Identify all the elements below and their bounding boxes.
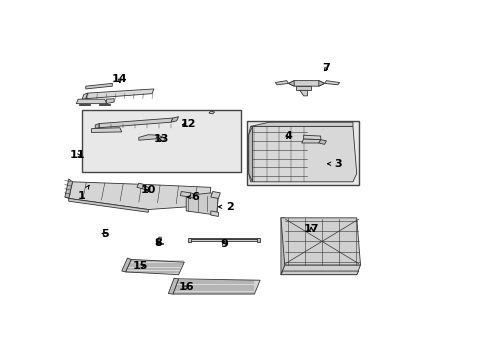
Polygon shape	[248, 126, 252, 182]
Polygon shape	[122, 258, 131, 272]
Polygon shape	[208, 111, 214, 114]
Polygon shape	[324, 81, 339, 85]
Text: 4: 4	[284, 131, 292, 141]
Text: 12: 12	[180, 118, 195, 129]
Text: 9: 9	[220, 239, 227, 249]
Polygon shape	[137, 183, 144, 189]
Text: 8: 8	[154, 238, 162, 248]
Text: 1: 1	[78, 185, 89, 201]
Polygon shape	[299, 90, 307, 96]
Polygon shape	[189, 239, 258, 242]
Text: 7: 7	[322, 63, 329, 73]
Text: 14: 14	[112, 74, 127, 84]
Text: 17: 17	[303, 224, 318, 234]
Polygon shape	[210, 192, 220, 198]
Polygon shape	[156, 135, 165, 141]
Polygon shape	[65, 179, 72, 198]
Polygon shape	[95, 123, 99, 128]
Polygon shape	[296, 86, 311, 90]
Polygon shape	[139, 135, 158, 140]
Polygon shape	[68, 198, 148, 212]
Bar	[246, 121, 358, 185]
Polygon shape	[158, 237, 161, 244]
Polygon shape	[157, 243, 163, 244]
Polygon shape	[280, 265, 360, 275]
Polygon shape	[187, 238, 190, 242]
Polygon shape	[257, 238, 260, 242]
Polygon shape	[250, 122, 352, 126]
Polygon shape	[171, 117, 178, 122]
Polygon shape	[210, 211, 218, 216]
Polygon shape	[248, 126, 356, 182]
Polygon shape	[280, 218, 284, 275]
Polygon shape	[318, 81, 324, 86]
Text: 5: 5	[101, 229, 108, 239]
Polygon shape	[173, 279, 260, 294]
Text: 16: 16	[178, 282, 194, 292]
Text: 11: 11	[69, 150, 85, 161]
Polygon shape	[288, 81, 324, 86]
Text: 15: 15	[133, 261, 148, 271]
Polygon shape	[142, 185, 149, 192]
Polygon shape	[91, 128, 122, 132]
Polygon shape	[303, 135, 320, 140]
Polygon shape	[186, 193, 218, 215]
Text: 10: 10	[141, 185, 156, 195]
Polygon shape	[79, 104, 89, 105]
Polygon shape	[318, 140, 326, 144]
Polygon shape	[189, 193, 194, 198]
Text: 6: 6	[187, 192, 199, 202]
Polygon shape	[68, 182, 210, 210]
Polygon shape	[180, 192, 190, 197]
Polygon shape	[275, 81, 288, 85]
Text: 3: 3	[327, 159, 341, 169]
Polygon shape	[76, 99, 106, 104]
Polygon shape	[99, 118, 173, 128]
Polygon shape	[125, 260, 184, 275]
Polygon shape	[288, 81, 294, 86]
Polygon shape	[168, 278, 178, 294]
Polygon shape	[82, 93, 87, 99]
Text: 2: 2	[218, 202, 233, 212]
Polygon shape	[301, 139, 320, 143]
Polygon shape	[106, 99, 114, 104]
Bar	[82, 110, 241, 172]
Polygon shape	[85, 89, 154, 99]
Polygon shape	[85, 84, 112, 89]
Text: 13: 13	[154, 134, 169, 144]
Polygon shape	[99, 104, 110, 105]
Polygon shape	[280, 271, 358, 275]
Polygon shape	[280, 218, 360, 265]
Polygon shape	[189, 238, 258, 239]
